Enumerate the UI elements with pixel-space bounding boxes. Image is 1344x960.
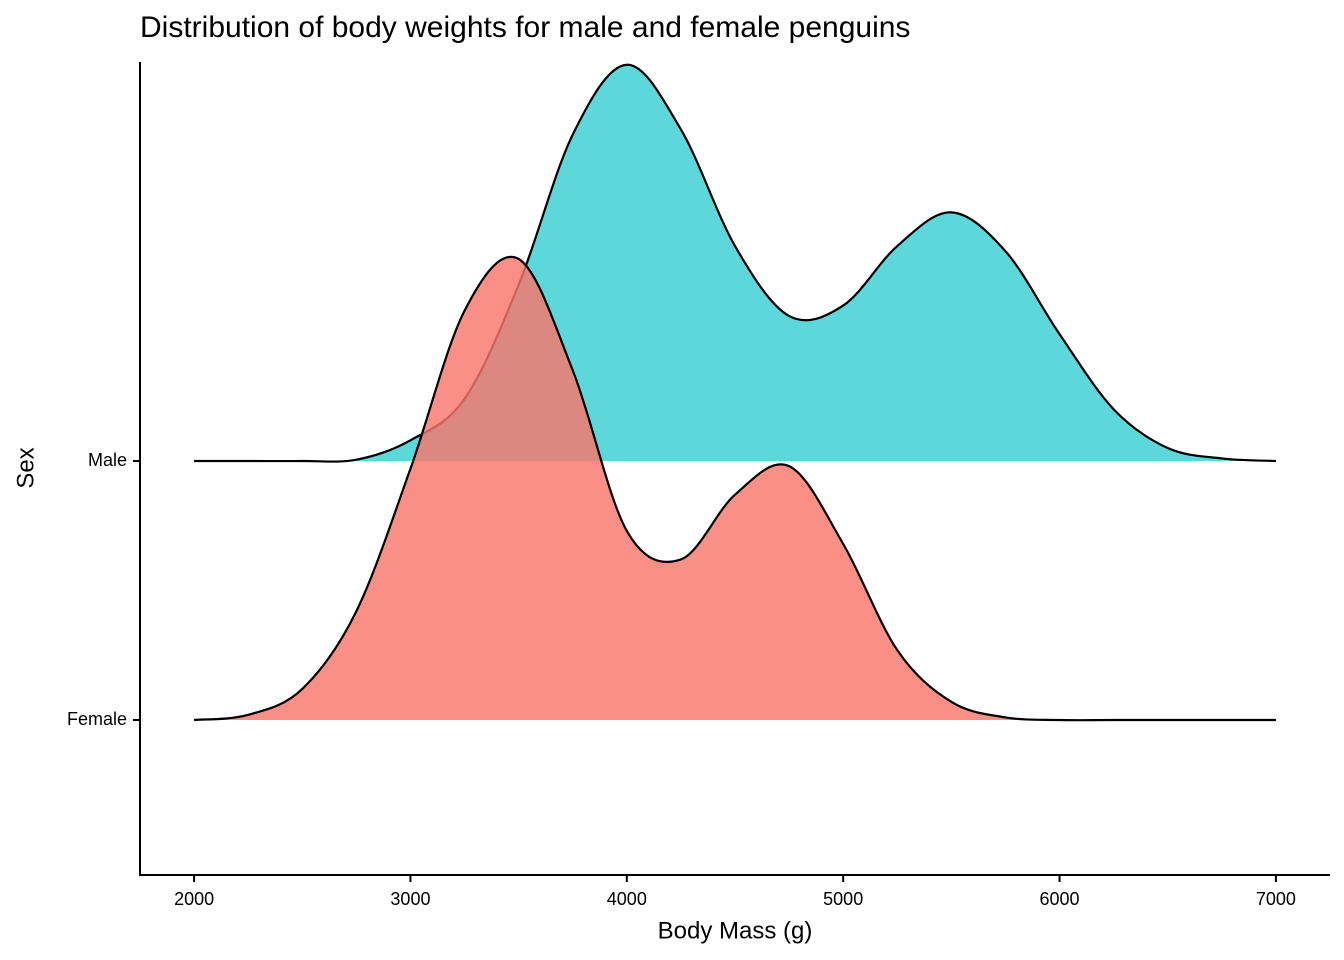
ridge-line <box>193 255 1276 722</box>
x-axis-label: Body Mass (g) <box>658 917 813 944</box>
x-tick-label: 6000 <box>1040 889 1080 909</box>
x-tick-label: 4000 <box>607 889 647 909</box>
chart-title: Distribution of body weights for male an… <box>140 11 910 44</box>
ridge-area <box>194 256 1276 721</box>
x-tick-label: 7000 <box>1256 889 1296 909</box>
y-tick-label: Female <box>67 709 127 729</box>
x-tick-label: 5000 <box>823 889 863 909</box>
x-tick-label: 2000 <box>174 889 214 909</box>
ridge-area <box>194 64 1276 462</box>
x-tick-label: 3000 <box>390 889 430 909</box>
y-tick-label: Male <box>88 450 127 470</box>
y-axis-label: Sex <box>12 447 39 488</box>
ridge-line <box>194 63 1276 463</box>
